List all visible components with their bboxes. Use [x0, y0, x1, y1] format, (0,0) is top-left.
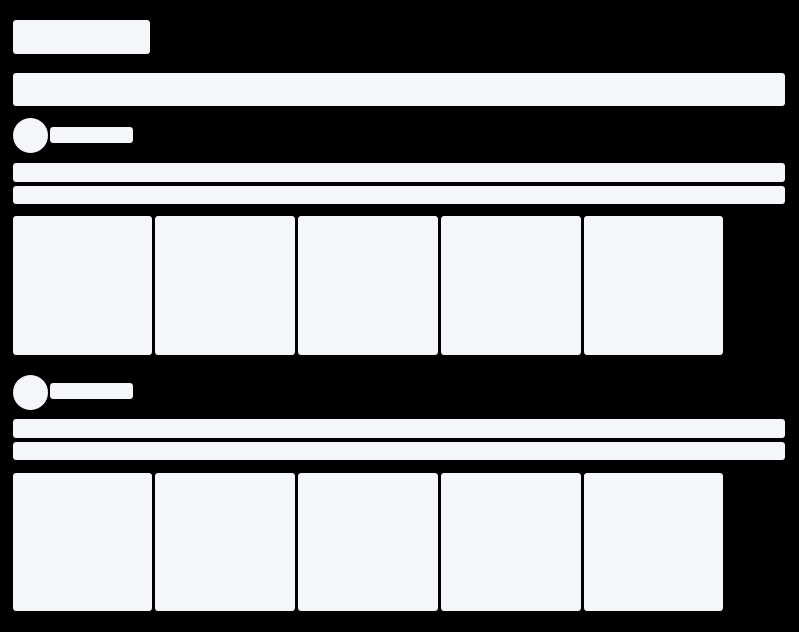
card-placeholder — [441, 473, 581, 611]
card-placeholder — [298, 216, 438, 355]
section-label-placeholder — [50, 383, 133, 399]
banner-placeholder — [13, 73, 785, 106]
text-line-placeholder — [13, 186, 785, 204]
section-label-placeholder — [50, 127, 133, 143]
avatar-placeholder — [13, 118, 48, 153]
card-placeholder — [441, 216, 581, 355]
card-placeholder — [155, 473, 295, 611]
text-line-placeholder — [13, 442, 785, 460]
card-placeholder — [13, 216, 152, 355]
text-line-placeholder — [13, 419, 785, 438]
avatar-placeholder — [13, 375, 48, 410]
text-line-placeholder — [13, 163, 785, 182]
card-placeholder — [13, 473, 152, 611]
card-placeholder — [584, 473, 723, 611]
card-placeholder — [155, 216, 295, 355]
title-placeholder — [13, 20, 150, 54]
card-placeholder — [584, 216, 723, 355]
card-placeholder — [298, 473, 438, 611]
